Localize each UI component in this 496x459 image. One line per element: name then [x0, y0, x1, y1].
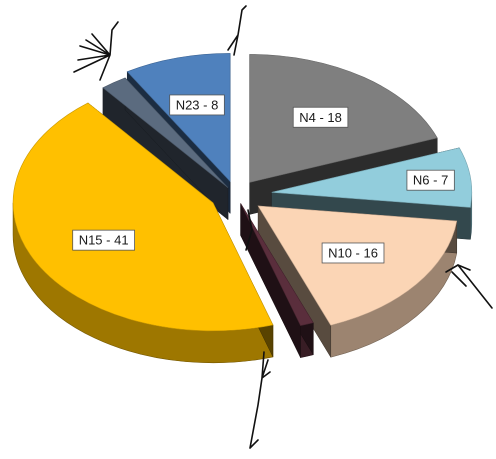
tick-mark-center — [245, 209, 253, 251]
slice-label-text: N23 - 8 — [176, 97, 219, 112]
tick-mark-top-left — [73, 21, 119, 81]
slice-label-text: N4 - 18 — [299, 110, 342, 125]
slice-label-box — [292, 106, 349, 128]
decorative-tick-marks — [73, 5, 493, 449]
slice-label-box — [321, 242, 385, 264]
slice-label-text: N15 - 41 — [79, 233, 129, 248]
pie-slice-unlabeled — [102, 77, 229, 188]
slice-label-n4: N4 - 18 — [292, 106, 349, 128]
slice-label-box — [169, 94, 225, 116]
pie-slice-n6 — [271, 147, 473, 208]
slice-label-n23: N23 - 8 — [169, 94, 225, 116]
slice-label-text: N10 - 16 — [328, 245, 378, 260]
slice-label-box — [72, 229, 135, 251]
slice-label-n6: N6 - 7 — [406, 169, 455, 191]
slice-label-text: N6 - 7 — [413, 173, 448, 188]
tick-mark-right — [445, 264, 493, 309]
tick-mark-top — [227, 5, 247, 56]
pie-slice-side — [240, 202, 314, 358]
pie-tops — [12, 53, 473, 332]
pie-slice-n15 — [12, 102, 274, 332]
slice-label-box — [406, 169, 455, 191]
slice-label-n15: N15 - 41 — [72, 229, 135, 251]
slice-labels: N4 - 18 N6 - 7 N10 - 16 N15 - 41 N23 - 8 — [72, 94, 455, 264]
pie-slice-unlabeled — [240, 203, 314, 326]
pie-slice-n23 — [126, 53, 231, 183]
tick-mark-bottom — [249, 351, 271, 449]
pie-slice-n10 — [257, 205, 458, 326]
slice-label-n10: N10 - 16 — [321, 242, 385, 264]
